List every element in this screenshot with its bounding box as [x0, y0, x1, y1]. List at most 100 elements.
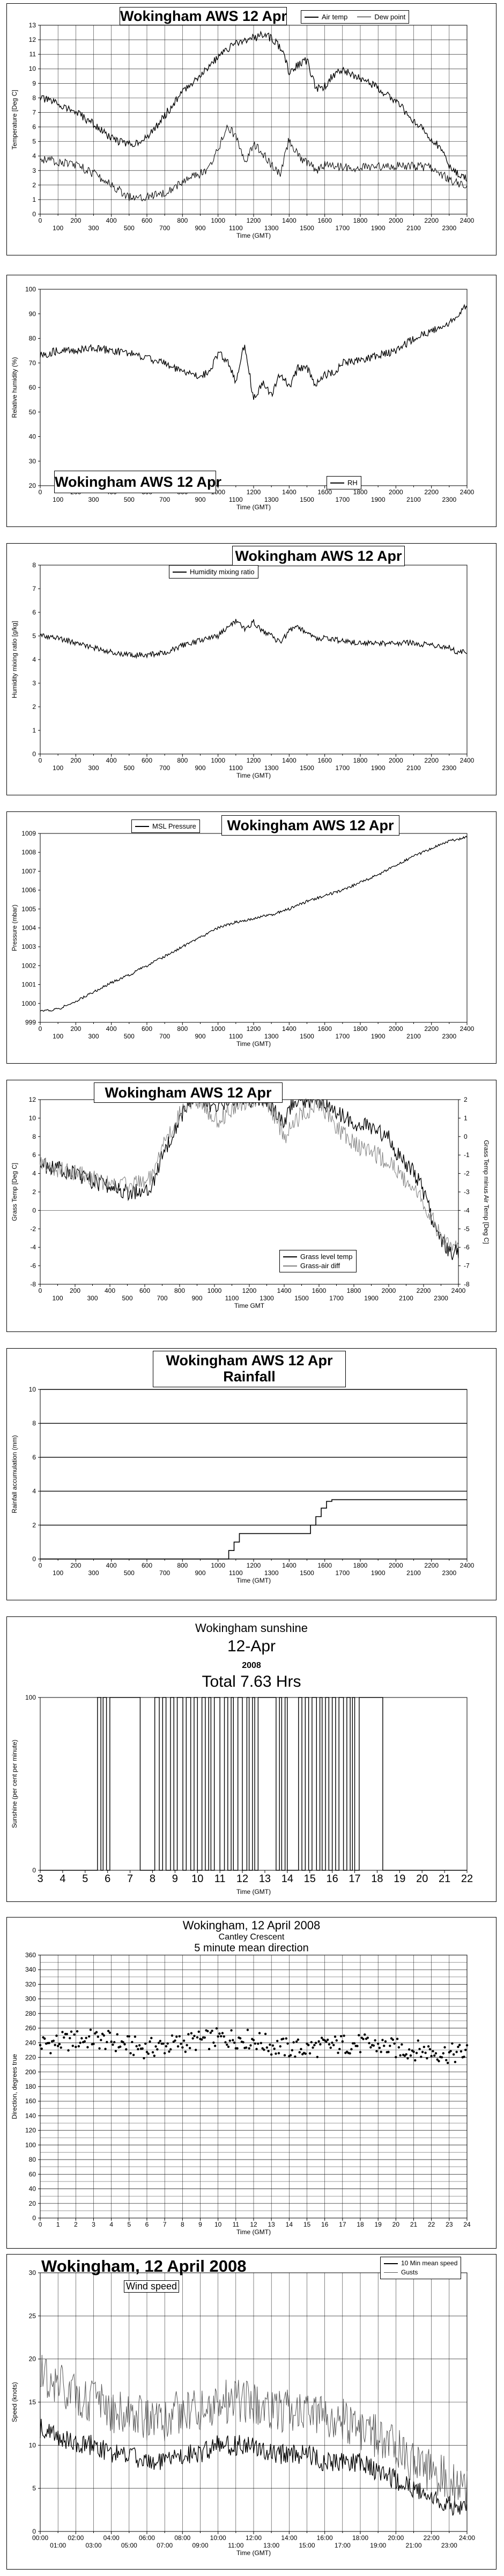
legend-label: Gusts — [401, 2268, 418, 2276]
x-tick-label: 800 — [177, 217, 188, 224]
y-tick-label: 12 — [29, 36, 36, 43]
x-tick-label: 13 — [259, 1873, 271, 1885]
plot-area — [40, 1389, 468, 1560]
legend-label: 10 Min mean speed — [401, 2259, 458, 2267]
x-tick-label: 1900 — [371, 1033, 386, 1040]
direction-point — [319, 2043, 322, 2046]
y-tick-label: 0 — [32, 1867, 36, 1874]
direction-point — [337, 2051, 339, 2054]
total-label: Total 7.63 Hrs — [202, 1673, 301, 1690]
direction-point — [326, 2038, 329, 2041]
x-tick-label: 2400 — [460, 757, 475, 764]
x-tick-label: 19:00 — [370, 2542, 386, 2549]
y-tick-label: 1003 — [21, 943, 36, 950]
direction-point — [396, 2038, 399, 2040]
x-tick-label: 300 — [88, 1033, 99, 1040]
x-tick-label: 600 — [139, 1287, 150, 1294]
direction-point — [350, 2048, 353, 2051]
y-tick-label: 30 — [29, 457, 36, 465]
direction-point — [98, 2047, 101, 2050]
x-tick-label: 21 — [410, 2221, 418, 2228]
direction-point — [180, 2043, 182, 2045]
x-tick-label: 8 — [181, 2221, 184, 2228]
legend-swatch — [384, 2272, 398, 2273]
direction-point — [79, 2041, 81, 2044]
direction-point — [203, 2036, 206, 2039]
x-tick-label: 9 — [198, 2221, 202, 2228]
y-tick-label: 80 — [29, 2156, 36, 2163]
y-axis-label: Pressure (mbar) — [11, 905, 18, 952]
direction-point — [112, 2043, 114, 2046]
series-line — [40, 836, 468, 1012]
x-tick-label: 300 — [88, 1569, 99, 1577]
direction-point — [403, 2054, 406, 2057]
x-tick-label: 20 — [392, 2221, 400, 2228]
direction-point — [48, 2041, 50, 2045]
direction-point — [166, 2042, 169, 2045]
direction-point — [168, 2050, 171, 2053]
x-tick-label: 300 — [87, 1294, 98, 1302]
x-tick-label: 1300 — [264, 1569, 279, 1577]
y-tick-label: 1006 — [21, 887, 36, 894]
x-tick-label: 1000 — [207, 1287, 222, 1294]
direction-point — [264, 2032, 267, 2036]
direction-point — [409, 2054, 412, 2057]
x-tick-label: 2100 — [406, 1033, 421, 1040]
y-tick-label: 30 — [29, 2269, 36, 2277]
direction-point — [143, 2057, 145, 2060]
direction-point — [343, 2035, 345, 2037]
legend-label: Humidity mixing ratio — [190, 568, 255, 576]
x-tick-label: 0 — [39, 1287, 42, 1294]
direction-point — [372, 2044, 375, 2047]
direction-point — [442, 2052, 444, 2055]
x-tick-label: 1400 — [282, 757, 297, 764]
x-tick-label: 800 — [177, 757, 188, 764]
x-tick-label: 06:00 — [139, 2534, 155, 2542]
direction-point — [313, 2044, 316, 2047]
y-tick-label: 10 — [29, 1114, 36, 1122]
legend-swatch — [384, 2263, 398, 2264]
direction-point — [308, 2052, 312, 2055]
x-tick-label: 1900 — [371, 764, 386, 772]
wind-direction-plot: 0204060801001201401601802002202402602803… — [11, 1951, 471, 2236]
direction-point — [88, 2035, 91, 2038]
y-tick-label: 1002 — [21, 962, 36, 969]
x-tick-label: 800 — [177, 1562, 188, 1569]
x-tick-label: 1500 — [300, 764, 314, 772]
x-tick-label: 10 — [191, 1873, 203, 1885]
direction-point — [412, 2051, 415, 2053]
x-tick-label: 1 — [56, 2221, 60, 2228]
direction-point — [446, 2061, 449, 2065]
x-tick-label: 1600 — [317, 488, 332, 496]
x-tick-label: 2100 — [399, 1294, 413, 1302]
y-axis-label: Temperature [Deg C] — [11, 90, 18, 149]
y-tick-label: 7 — [32, 585, 36, 592]
x-tick-label: 2000 — [382, 1287, 396, 1294]
direction-point — [397, 2046, 401, 2049]
direction-point — [364, 2033, 366, 2036]
direction-point — [102, 2034, 106, 2037]
x-tick-label: 18 — [357, 2221, 364, 2228]
chart-title: Wokingham, 12 April 2008 — [182, 1919, 321, 1932]
x-tick-label: 1100 — [229, 1569, 243, 1577]
x-tick-label: 700 — [159, 764, 170, 772]
x-tick-label: 21 — [439, 1873, 450, 1885]
direction-point — [353, 2042, 356, 2045]
x-tick-label: 1500 — [300, 1033, 314, 1040]
direction-point — [176, 2045, 180, 2048]
legend-label: Air temp — [322, 13, 348, 21]
y2-tick-label: 1 — [464, 1114, 468, 1122]
x-tick-label: 22 — [428, 2221, 435, 2228]
direction-point — [206, 2030, 209, 2032]
x-tick-label: 7 — [163, 2221, 167, 2228]
x-tick-label: 15 — [304, 1873, 316, 1885]
x-axis-label: Time (GMT) — [236, 772, 271, 779]
x-tick-label: 17:00 — [335, 2542, 351, 2549]
sunshine-series — [40, 1697, 467, 1871]
direction-point — [375, 2050, 378, 2053]
direction-point — [233, 2041, 236, 2044]
x-tick-label: 700 — [159, 496, 170, 503]
direction-point — [239, 2037, 242, 2040]
legend-label: Grass level temp — [300, 1253, 353, 1261]
direction-point — [182, 2039, 186, 2042]
